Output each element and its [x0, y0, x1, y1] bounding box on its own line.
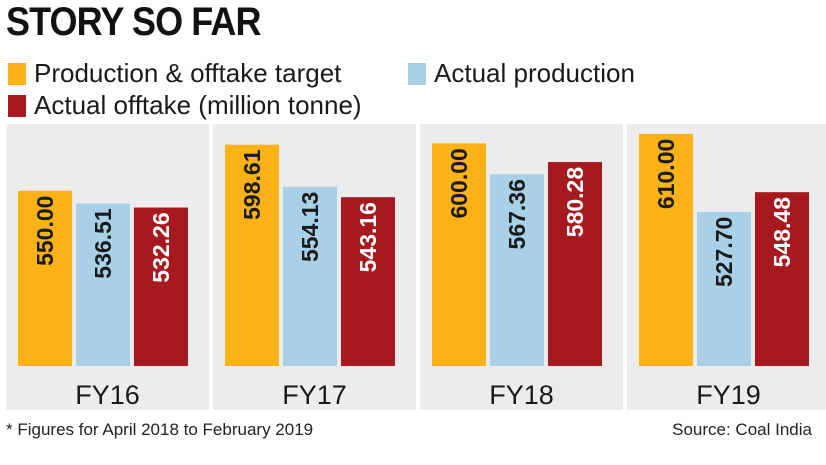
- value-label-fy18-s2: 580.28: [562, 167, 588, 238]
- value-label-fy18-s0: 600.00: [446, 148, 472, 218]
- value-label-fy19-s0: 610.00: [653, 139, 679, 209]
- legend-swatch-production: [408, 62, 426, 85]
- legend-label-production: Actual production: [434, 58, 635, 88]
- bar-fy16-s2: [134, 207, 188, 366]
- bar-fy17-s0: [225, 144, 279, 366]
- bar-fy18-s1: [490, 174, 544, 366]
- legend-swatch-target: [8, 62, 26, 85]
- category-label-fy18: FY18: [489, 380, 554, 410]
- value-labels: 550.00 536.51 532.26 598.61 554.13 543.16 600.…: [32, 139, 795, 287]
- value-label-fy17-s0: 598.61: [239, 149, 265, 220]
- value-label-fy16-s1: 536.51: [90, 208, 116, 279]
- legend-item-target: Production & offtake target: [8, 58, 341, 89]
- chart-title: STORY SO FAR: [6, 0, 262, 44]
- bars: [18, 133, 809, 366]
- category-label-fy17: FY17: [282, 380, 347, 410]
- bar-fy16-s1: [76, 203, 130, 366]
- value-label-fy19-s1: 527.70: [711, 217, 737, 287]
- legend-swatch-offtake: [8, 94, 26, 117]
- legend-label-target: Production & offtake target: [34, 58, 342, 88]
- value-label-fy16-s2: 532.26: [148, 212, 174, 282]
- value-label-fy18-s1: 567.36: [504, 179, 530, 249]
- value-label-fy17-s2: 543.16: [355, 202, 381, 272]
- bar-fy17-s2: [341, 197, 395, 366]
- value-label-fy16-s0: 550.00: [32, 196, 58, 266]
- source-note: Source: Coal India: [672, 420, 812, 439]
- category-label-fy16: FY16: [75, 380, 140, 410]
- bar-fy19-s2: [755, 192, 809, 366]
- footnote: * Figures for April 2018 to February 201…: [6, 420, 314, 439]
- category-label-fy19: FY19: [696, 380, 761, 410]
- legend-item-offtake: Actual offtake (million tonne): [8, 90, 362, 121]
- bar-fy19-s0: [639, 133, 693, 366]
- bar-fy18-s0: [432, 143, 486, 366]
- legend-item-production: Actual production: [408, 58, 635, 89]
- bar-fy18-s2: [548, 162, 602, 366]
- value-label-fy19-s2: 548.48: [769, 197, 795, 268]
- bar-fy17-s1: [283, 186, 337, 366]
- value-label-fy17-s1: 554.13: [297, 192, 323, 262]
- bar-fy16-s0: [18, 190, 72, 366]
- category-labels: FY16 FY17 FY18 FY19: [75, 380, 761, 410]
- legend-label-offtake: Actual offtake (million tonne): [34, 90, 362, 120]
- bar-fy19-s1: [697, 211, 751, 366]
